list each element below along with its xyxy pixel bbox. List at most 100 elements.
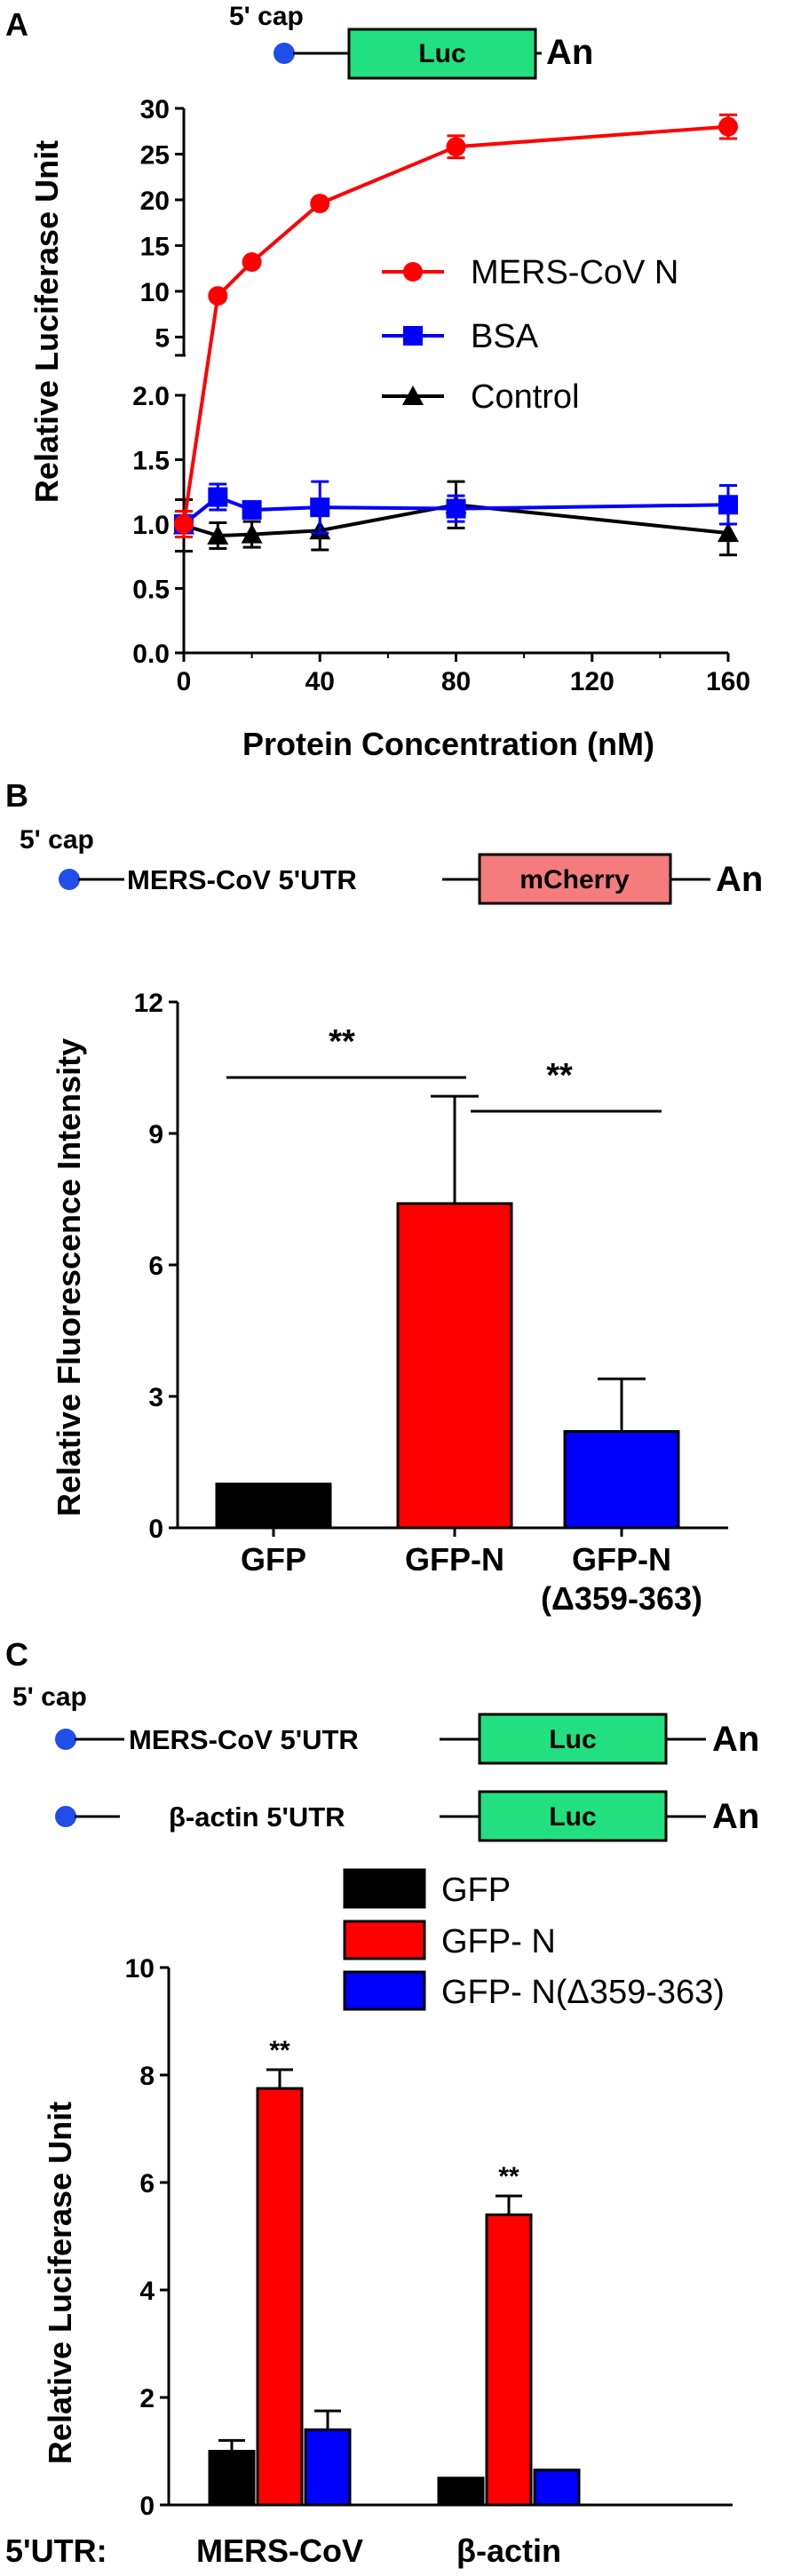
panel-c-chart: 0 2 4 6 8 10 MERS-CoV β-actin ** ** GFP GFP- N GFP- … [125, 1868, 733, 2569]
y-tick-label: 25 [140, 140, 170, 170]
x-tick-label: GFP-N [572, 1541, 671, 1578]
bar [304, 2428, 352, 2507]
bar [208, 2450, 256, 2507]
panel-c-letter: C [5, 1636, 28, 1673]
panel-a-chart: 0.0 0.5 1.0 1.5 2.0 5 10 15 20 25 30 0 40 80 120 160 MER… [132, 95, 750, 696]
data-point [242, 500, 262, 521]
data-point [207, 525, 229, 545]
construct-cap-label: 5' cap [229, 2, 304, 31]
data-point [208, 286, 228, 306]
y-tick-label: 0.0 [132, 640, 170, 669]
significance-label: ** [269, 2036, 290, 2065]
x-tick-label: 120 [570, 667, 615, 696]
construct-cap-label: 5' cap [12, 1682, 87, 1712]
significance-label: ** [329, 1023, 355, 1061]
x-tick-label: 80 [441, 667, 471, 696]
bar [437, 2477, 485, 2507]
construct-utr-label: MERS-CoV 5'UTR [129, 1724, 359, 1755]
luc-box-label: Luc [418, 39, 465, 68]
legend-label: Control [471, 378, 580, 416]
y-tick-label: 4 [139, 2277, 155, 2306]
bar [396, 1202, 513, 1530]
panel-c-construct-1: 5' cap MERS-CoV 5'UTR Luc An [12, 1682, 759, 1765]
data-point [242, 251, 262, 272]
panel-c-ylabel: Relative Luciferase Unit [42, 2102, 78, 2464]
legend-marker [403, 262, 423, 282]
cap-dot [55, 1806, 76, 1827]
construct-tail-label: An [712, 1720, 759, 1759]
construct-tail-label: An [712, 1797, 759, 1836]
cap-dot [274, 43, 295, 64]
construct-utr-label: β-actin 5'UTR [169, 1801, 345, 1833]
y-tick-label: 6 [139, 2169, 155, 2198]
mcherry-box-label: mCherry [519, 865, 630, 894]
series-line-mers-cov-n [182, 124, 729, 525]
bar [215, 1483, 332, 1530]
y-tick-label: 2 [139, 2384, 155, 2413]
legend-marker [403, 326, 423, 346]
y-tick-label: 30 [140, 95, 170, 124]
legend-marker [402, 386, 424, 405]
panel-b: B 5' cap MERS-CoV 5'UTR mCherry An 0 3 6 9 1… [5, 777, 763, 1617]
panel-c-construct-2: β-actin 5'UTR Luc An [55, 1790, 759, 1842]
y-tick-label: 1.5 [132, 447, 170, 476]
panel-c-x-prefix: 5'UTR: [5, 2532, 107, 2569]
panel-a-ylabel: Relative Luciferase Unit [28, 140, 65, 503]
x-tick-sublabel: (Δ359-363) [541, 1580, 702, 1617]
y-tick-label: 1.0 [132, 511, 170, 540]
construct-utr-label: MERS-CoV 5'UTR [127, 864, 357, 895]
bar [563, 1429, 680, 1530]
luc-box [347, 28, 537, 80]
x-tick-label: MERS-CoV [196, 2532, 363, 2569]
mcherry-box [478, 853, 672, 905]
x-tick-label: GFP-N [405, 1541, 504, 1578]
panel-a-xlabel: Protein Concentration (nM) [242, 726, 654, 762]
y-tick-label: 0 [139, 2492, 155, 2521]
y-tick-label: 10 [140, 278, 170, 307]
data-point [446, 137, 466, 157]
data-point [310, 194, 330, 214]
bar [256, 2087, 304, 2507]
y-tick-label: 0.5 [132, 576, 170, 605]
construct-cap-label: 5' cap [20, 825, 94, 855]
significance-label: ** [546, 1057, 573, 1094]
x-tick-label: 160 [706, 667, 750, 696]
data-point [310, 497, 330, 518]
luc-box [478, 1713, 668, 1765]
y-tick-label: 6 [148, 1252, 163, 1281]
x-tick-label: 40 [305, 667, 335, 696]
y-tick-label: 10 [125, 1954, 155, 1984]
construct-tail-label: An [546, 33, 593, 72]
legend-label: MERS-CoV N [471, 254, 678, 291]
y-tick-label: 15 [140, 232, 170, 261]
y-tick-label: 0 [148, 1515, 163, 1544]
legend-label: GFP- N [441, 1923, 556, 1960]
cap-dot [55, 1729, 76, 1750]
construct-tail-label: An [716, 860, 763, 899]
y-tick-label: 3 [148, 1383, 163, 1412]
data-point [718, 522, 739, 543]
bar [485, 2213, 533, 2507]
cap-dot [59, 869, 80, 890]
panel-b-letter: B [5, 777, 28, 814]
luc-box [478, 1790, 668, 1842]
legend-swatch [343, 1970, 426, 2011]
y-tick-label: 20 [140, 187, 170, 216]
x-tick-label: β-actin [456, 2532, 561, 2569]
data-point [718, 495, 738, 515]
x-tick-label: GFP [241, 1541, 306, 1578]
panel-a-letter: A [5, 6, 28, 43]
data-point [208, 487, 228, 507]
legend-swatch [343, 1868, 426, 1909]
y-tick-label: 8 [139, 2062, 155, 2091]
panel-b-ylabel: Relative Fluorescence Intensity [51, 1038, 87, 1516]
legend-label: GFP [441, 1872, 511, 1909]
luc-box-label: Luc [549, 1725, 596, 1754]
panel-b-construct: 5' cap MERS-CoV 5'UTR mCherry An [20, 825, 763, 905]
panel-a: A 5' cap Luc An 0.0 0.5 1.0 1.5 2.0 5 10 15 20 25… [5, 2, 750, 762]
y-tick-label: 2.0 [132, 382, 170, 411]
panel-c: C 5' cap MERS-CoV 5'UTR Luc An β-actin 5… [5, 1636, 759, 2569]
x-tick-label: 0 [177, 667, 192, 696]
